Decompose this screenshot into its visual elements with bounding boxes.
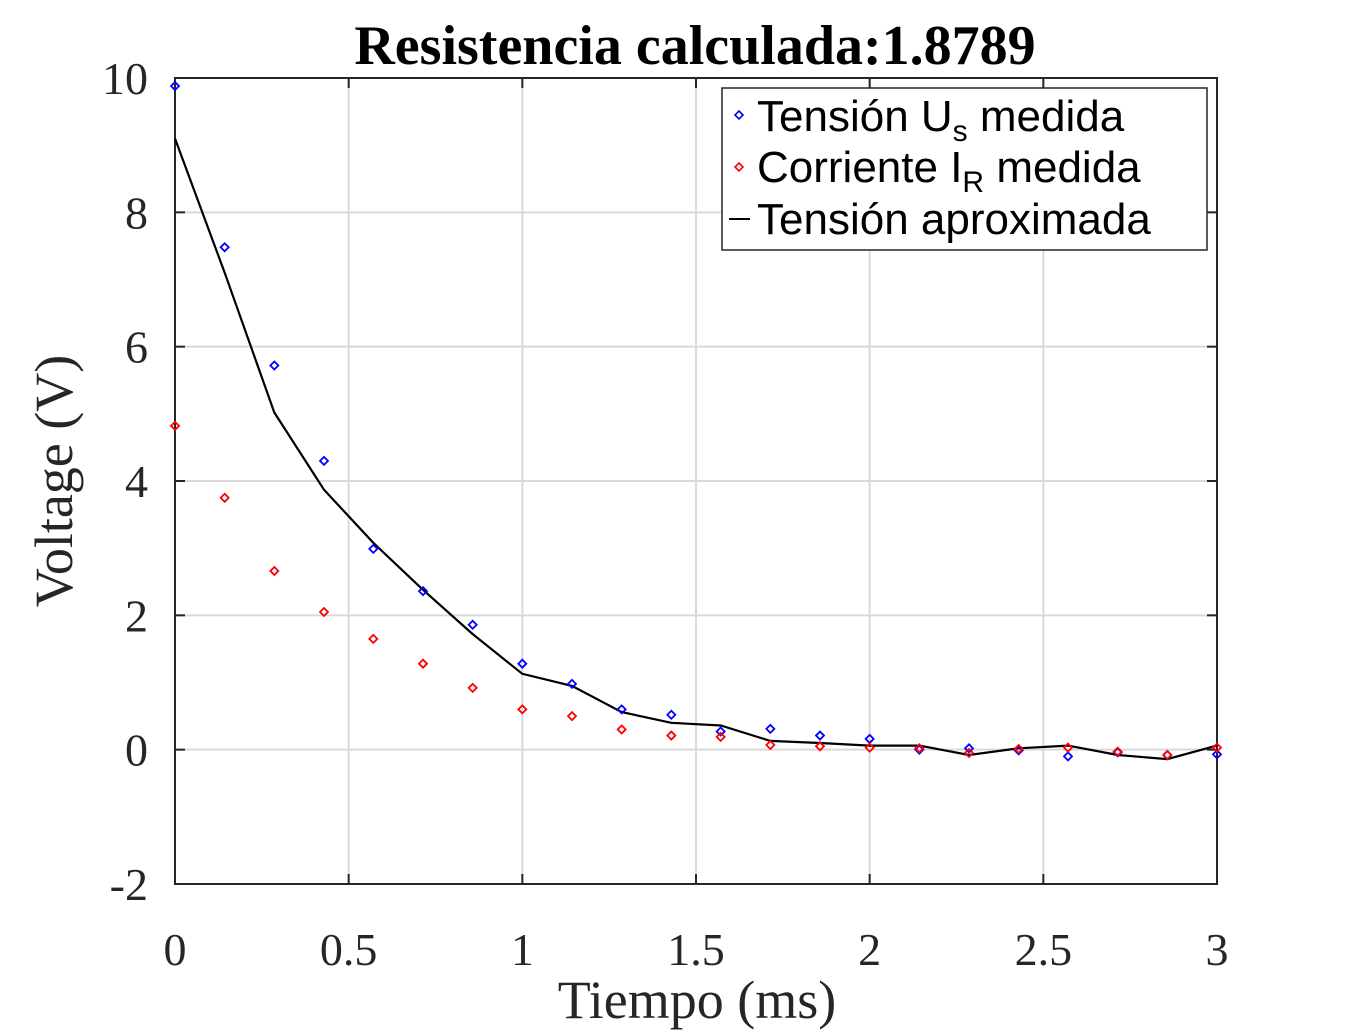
point-corriente-ir: [864, 742, 875, 753]
point-corriente-ir: [765, 739, 776, 751]
point-corriente-ir: [1112, 746, 1123, 757]
point-corriente-ir: [368, 633, 379, 645]
point-tension-us: [318, 455, 330, 467]
point-corriente-ir: [1162, 749, 1173, 761]
y-axis-label: Voltage (V): [24, 355, 84, 607]
x-tick-label: 0.5: [320, 924, 378, 975]
legend-entry-us: Tensión Us medida: [757, 92, 1125, 148]
point-tension-us: [666, 709, 677, 721]
x-tick-label: 0: [164, 924, 187, 975]
point-tension-us: [1062, 751, 1074, 762]
legend-us-name: Tensión U: [757, 92, 953, 141]
legend-ir-name: Corriente I: [757, 143, 962, 192]
series-line-approx: [173, 138, 1218, 761]
point-corriente-ir: [1013, 743, 1024, 755]
point-corriente-ir: [566, 710, 578, 722]
legend-us-suffix: medida: [968, 92, 1125, 141]
legend-box: [721, 87, 1208, 251]
chart-title: Resistencia calculada:1.8789: [354, 15, 1035, 77]
point-corriente-ir: [219, 492, 230, 504]
legend-us-sub: s: [953, 115, 968, 148]
point-tension-us: [269, 360, 280, 371]
x-tick-label: 2.5: [1015, 924, 1073, 975]
point-corriente-ir: [715, 731, 726, 743]
point-tension-us: [417, 585, 429, 597]
point-tension-us: [914, 744, 925, 755]
point-corriente-ir: [269, 565, 280, 577]
legend-ir-suffix: medida: [984, 143, 1141, 192]
point-tension-us: [467, 619, 478, 631]
y-tick-label: -2: [110, 859, 148, 910]
point-tension-us: [616, 704, 627, 715]
point-corriente-ir: [318, 606, 330, 618]
plot-area: [169, 80, 1223, 762]
legend-entry-approx: Tensión aproximada: [757, 195, 1151, 244]
legend-marker-ir: [733, 161, 745, 173]
point-tension-us: [219, 241, 230, 253]
point-corriente-ir: [616, 724, 627, 735]
point-corriente-ir: [914, 743, 925, 754]
point-tension-us: [715, 726, 726, 737]
legend-marker-us: [733, 109, 745, 121]
y-tick-label: 0: [125, 725, 148, 776]
point-tension-us: [1211, 749, 1223, 760]
x-tick-label: 1.5: [667, 924, 725, 975]
point-tension-us: [368, 543, 379, 555]
point-corriente-ir: [666, 730, 677, 741]
point-corriente-ir: [467, 682, 478, 694]
point-tension-us: [814, 730, 826, 741]
legend-ir-sub: R: [962, 166, 984, 199]
point-corriente-ir: [963, 747, 975, 759]
y-tick-label: 2: [125, 590, 148, 641]
x-tick-label: 1: [511, 924, 534, 975]
point-corriente-ir: [517, 704, 528, 715]
point-tension-us: [566, 678, 578, 690]
point-tension-us: [169, 80, 181, 92]
y-tick-label: 8: [125, 187, 148, 238]
y-tick-label: 4: [125, 456, 148, 507]
y-tick-label: 10: [102, 53, 148, 104]
point-tension-us: [517, 658, 528, 669]
point-tension-us: [963, 743, 975, 754]
x-tick-label: 2: [858, 924, 881, 975]
y-tick-label: 6: [125, 322, 148, 373]
legend: Tensión Us medida Corriente IR medida Te…: [721, 87, 1208, 251]
point-corriente-ir: [169, 420, 181, 432]
point-corriente-ir: [814, 741, 826, 752]
point-tension-us: [1013, 745, 1024, 756]
axes-frame: [174, 77, 1218, 885]
x-tick-label: 3: [1206, 924, 1229, 975]
point-tension-us: [765, 723, 776, 735]
point-corriente-ir: [1211, 742, 1223, 753]
x-axis-label: Tiempo (ms): [558, 970, 837, 1030]
legend-entry-ir: Corriente IR medida: [757, 143, 1141, 199]
point-corriente-ir: [1062, 742, 1074, 753]
tick-labels: 0 0.5 1 1.5 2 2.5 3 -2 0 2 4 6 8 10: [102, 53, 1229, 975]
point-corriente-ir: [417, 658, 429, 669]
